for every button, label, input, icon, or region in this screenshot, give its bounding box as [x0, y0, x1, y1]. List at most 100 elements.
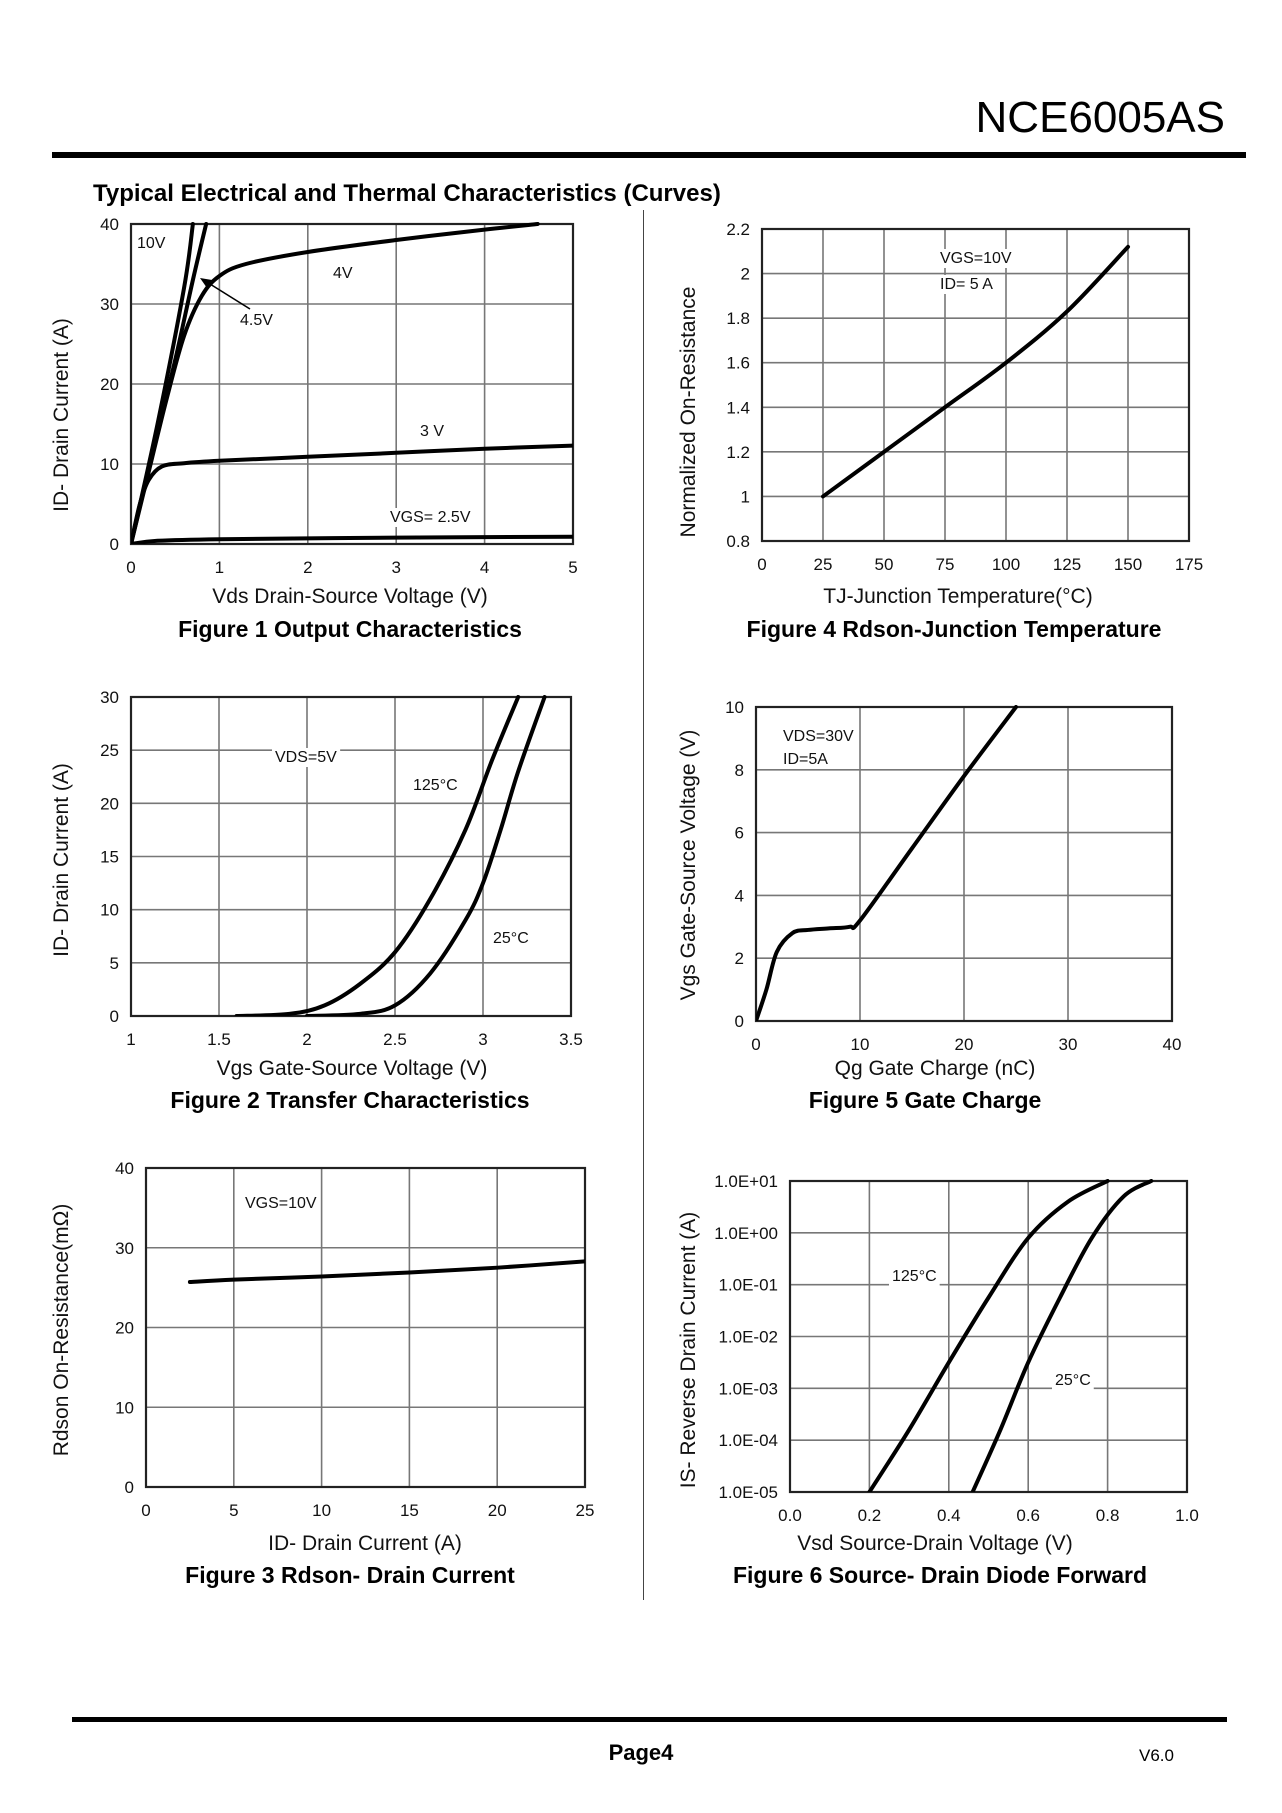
fig2-y-tick-label: 25 [100, 741, 119, 760]
fig4-x-axis-label: TJ-Junction Temperature(°C) [823, 585, 1092, 608]
fig3-x-tick-label: 20 [488, 1501, 507, 1520]
fig6-y-tick-label: 1.0E-01 [718, 1276, 778, 1295]
fig6-annotation-bg [1052, 1371, 1094, 1390]
fig4-x-tick-label: 150 [1114, 555, 1142, 574]
fig1-plot-frame [129, 222, 575, 546]
part-number: NCE6005AS [975, 93, 1225, 142]
fig6-x-tick-label: 0.2 [858, 1506, 882, 1525]
fig1-arrow-head [200, 278, 212, 288]
fig1-annotation: 4.5V [240, 312, 273, 329]
fig2-y-tick-label: 30 [100, 688, 119, 707]
fig1-title: Figure 1 Output Characteristics [178, 616, 522, 642]
fig5-y-tick-label: 2 [735, 949, 744, 968]
fig2-y-tick-label: 5 [110, 954, 119, 973]
fig5-x-tick-label: 0 [751, 1035, 760, 1054]
fig5-y-tick-label: 0 [735, 1012, 744, 1031]
fig6-x-tick-label: 0.4 [937, 1506, 961, 1525]
fig4-annotation: VGS=10V [940, 250, 1012, 267]
fig4-y-tick-label: 1.6 [726, 354, 750, 373]
fig6-plot-frame [788, 1179, 1189, 1494]
fig2-y-tick-label: 20 [100, 794, 119, 813]
fig4-x-tick-label: 25 [814, 555, 833, 574]
fig5-y-tick-label: 8 [735, 761, 744, 780]
fig5-x-tick-label: 20 [955, 1035, 974, 1054]
fig4-annotation: ID= 5 A [940, 276, 993, 293]
fig5-annotation: VDS=30V [783, 728, 854, 745]
fig5-title: Figure 5 Gate Charge [809, 1087, 1042, 1113]
fig1-x-tick-label: 3 [391, 558, 400, 577]
fig4-y-axis-label: Normalized On-Resistance [677, 287, 700, 538]
fig5-annotation-bg [780, 750, 832, 769]
fig4-y-tick-label: 1.8 [726, 309, 750, 328]
fig3-y-tick-label: 30 [115, 1239, 134, 1258]
fig3-x-tick-label: 0 [141, 1501, 150, 1520]
fig5-x-axis-label: Qg Gate Charge (nC) [835, 1057, 1036, 1080]
fig1-x-tick-label: 1 [215, 558, 224, 577]
column-divider [643, 210, 644, 1600]
fig5-series-line [756, 705, 1018, 1021]
fig1-annotation-bg [330, 264, 356, 283]
fig4-x-tick-label: 100 [992, 555, 1020, 574]
fig4-x-tick-label: 75 [936, 555, 955, 574]
fig2-y-tick-label: 10 [100, 901, 119, 920]
fig3-x-tick-label: 15 [400, 1501, 419, 1520]
fig6-y-tick-label: 1.0E-05 [718, 1483, 778, 1502]
fig6-annotation: 125°C [892, 1268, 937, 1285]
fig6-x-tick-label: 0.0 [778, 1506, 802, 1525]
fig5-y-tick-label: 6 [735, 824, 744, 843]
fig1-x-tick-label: 2 [303, 558, 312, 577]
fig1-y-tick-label: 40 [100, 215, 119, 234]
fig2-x-tick-label: 3 [478, 1030, 487, 1049]
fig2-x-tick-label: 2.5 [383, 1030, 407, 1049]
fig3-y-tick-label: 20 [115, 1319, 134, 1338]
version: V6.0 [1139, 1746, 1174, 1765]
fig1-series-line [131, 222, 540, 544]
fig1-series-line [131, 443, 573, 544]
fig4-x-tick-label: 125 [1053, 555, 1081, 574]
fig4-series-line [821, 244, 1130, 499]
fig5-plot-frame [754, 705, 1174, 1023]
fig1-y-tick-label: 10 [100, 455, 119, 474]
fig1-annotation: VGS= 2.5V [390, 509, 471, 526]
fig2-annotation: 125°C [413, 777, 458, 794]
fig5-x-tick-label: 10 [851, 1035, 870, 1054]
fig3-x-tick-label: 5 [229, 1501, 238, 1520]
fig1-series-line [131, 534, 573, 544]
fig3-y-tick-label: 0 [125, 1478, 134, 1497]
fig3-y-tick-label: 10 [115, 1398, 134, 1417]
fig1-y-tick-label: 20 [100, 375, 119, 394]
fig6-y-tick-label: 1.0E-03 [718, 1379, 778, 1398]
fig2-y-tick-label: 0 [110, 1007, 119, 1026]
fig6-y-tick-label: 1.0E-02 [718, 1328, 778, 1347]
footer-rule [72, 1717, 1227, 1722]
fig3-x-tick-label: 25 [576, 1501, 595, 1520]
fig4-annotation-bg [937, 249, 1015, 268]
fig2-x-tick-label: 1.5 [207, 1030, 231, 1049]
fig6-y-axis-label: IS- Reverse Drain Current (A) [677, 1212, 700, 1489]
fig1-annotation-bg [387, 508, 474, 527]
fig5-y-axis-label: Vgs Gate-Source Voltage (V) [677, 730, 700, 1001]
fig4-annotation-bg [937, 275, 997, 294]
fig3-x-axis-label: ID- Drain Current (A) [268, 1532, 462, 1555]
fig4-plot-frame [760, 227, 1191, 543]
fig1-annotation-bg [417, 422, 448, 441]
fig6-x-tick-label: 0.6 [1016, 1506, 1040, 1525]
page-number: Page4 [608, 1740, 674, 1765]
fig2-x-tick-label: 2 [302, 1030, 311, 1049]
fig1-arrow-line [201, 278, 251, 310]
fig2-annotation-bg [490, 929, 532, 948]
fig1-x-tick-label: 4 [480, 558, 489, 577]
fig3-y-tick-label: 40 [115, 1159, 134, 1178]
fig6-series-line [970, 1179, 1154, 1492]
fig2-annotation-bg [272, 748, 341, 767]
fig5-x-tick-label: 30 [1059, 1035, 1078, 1054]
header-rule [52, 152, 1246, 158]
fig1-annotation: 4V [333, 265, 353, 282]
fig2-series-line [234, 695, 521, 1016]
fig3-x-tick-label: 10 [312, 1501, 331, 1520]
fig5-y-tick-label: 10 [725, 698, 744, 717]
fig6-y-tick-label: 1.0E+01 [714, 1172, 778, 1191]
fig3-series-line [187, 1259, 585, 1285]
fig6-series-line [867, 1179, 1110, 1492]
fig5-annotation: ID=5A [783, 751, 828, 768]
